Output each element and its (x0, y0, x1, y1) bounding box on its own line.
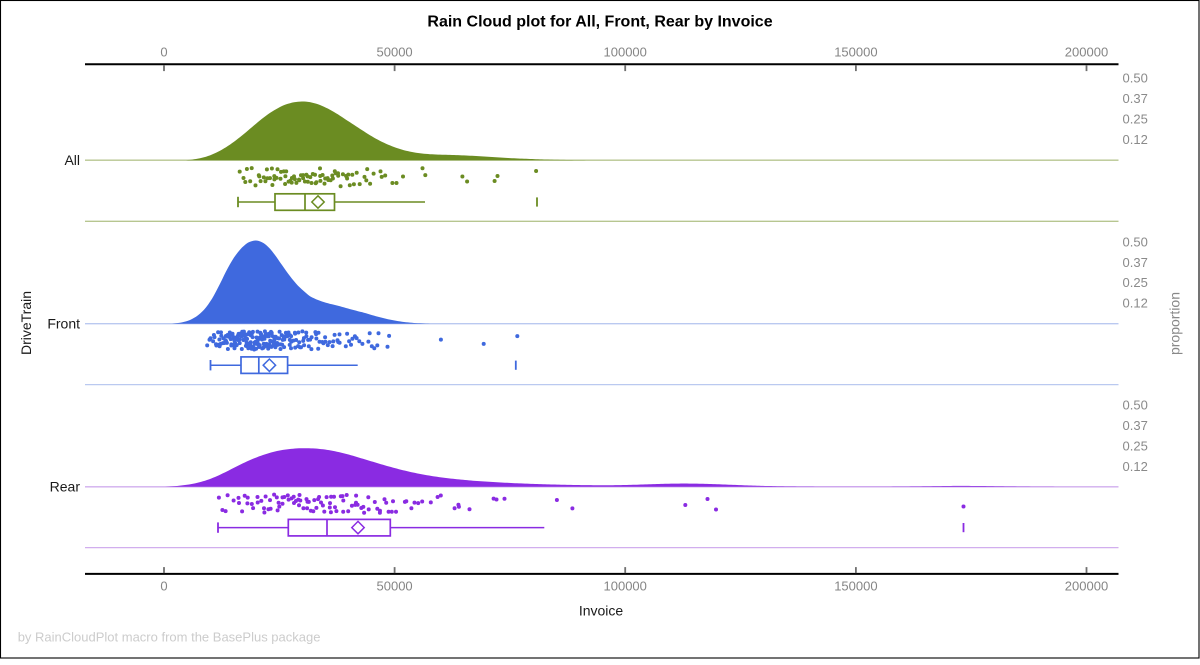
svg-text:Rain Cloud plot for All, Front: Rain Cloud plot for All, Front, Rear by … (427, 14, 772, 31)
svg-text:0.25: 0.25 (1123, 438, 1148, 453)
svg-text:0.50: 0.50 (1123, 234, 1148, 249)
svg-text:150000: 150000 (834, 45, 877, 60)
svg-text:All: All (64, 152, 80, 168)
svg-text:0: 0 (160, 579, 167, 594)
svg-text:0.25: 0.25 (1123, 275, 1148, 290)
svg-text:150000: 150000 (834, 579, 877, 594)
svg-text:0.37: 0.37 (1123, 255, 1148, 270)
svg-text:Invoice: Invoice (579, 603, 624, 619)
svg-text:Rear: Rear (50, 479, 81, 495)
svg-text:50000: 50000 (377, 45, 413, 60)
svg-text:200000: 200000 (1065, 579, 1108, 594)
svg-text:0.12: 0.12 (1123, 296, 1148, 311)
svg-text:by RainCloudPlot macro from th: by RainCloudPlot macro from the BasePlus… (18, 630, 321, 645)
svg-text:0.25: 0.25 (1123, 112, 1148, 127)
svg-text:0.12: 0.12 (1123, 132, 1148, 147)
svg-text:0.37: 0.37 (1123, 418, 1148, 433)
svg-text:0.37: 0.37 (1123, 91, 1148, 106)
svg-text:0: 0 (160, 45, 167, 60)
svg-text:200000: 200000 (1065, 45, 1108, 60)
svg-text:50000: 50000 (377, 579, 413, 594)
svg-text:Front: Front (47, 316, 80, 332)
svg-text:100000: 100000 (604, 45, 647, 60)
svg-text:proportion: proportion (1167, 292, 1183, 355)
svg-text:0.12: 0.12 (1123, 459, 1148, 474)
svg-text:100000: 100000 (604, 579, 647, 594)
svg-text:DriveTrain: DriveTrain (18, 291, 34, 355)
svg-text:0.50: 0.50 (1123, 71, 1148, 86)
svg-text:0.50: 0.50 (1123, 397, 1148, 412)
